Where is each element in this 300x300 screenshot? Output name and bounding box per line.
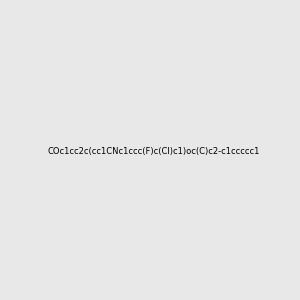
Text: COc1cc2c(cc1CNc1ccc(F)c(Cl)c1)oc(C)c2-c1ccccc1: COc1cc2c(cc1CNc1ccc(F)c(Cl)c1)oc(C)c2-c1… <box>48 147 260 156</box>
